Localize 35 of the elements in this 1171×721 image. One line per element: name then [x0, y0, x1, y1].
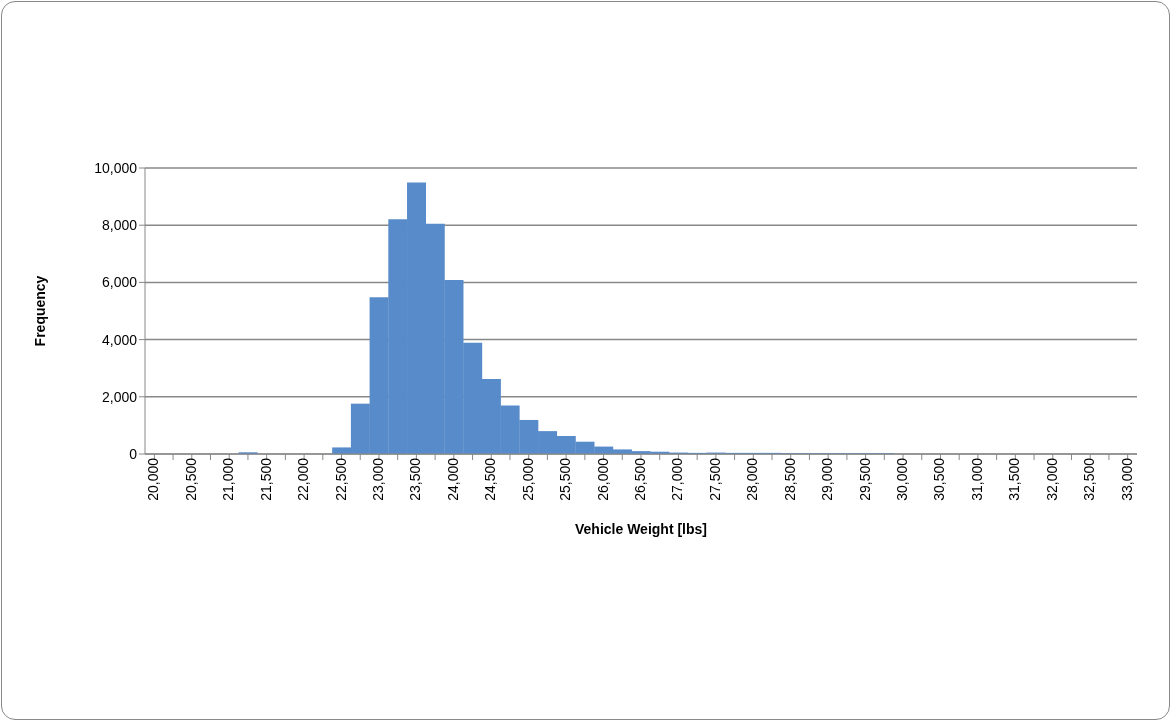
x-tick-label: 32,000	[1043, 457, 1060, 501]
y-axis-title: Frequency	[31, 275, 48, 347]
x-tick-label: 27,000	[669, 457, 686, 501]
y-tick-label: 6,000	[101, 274, 138, 291]
x-tick-label: 31,000	[968, 457, 985, 501]
x-tick-label: 26,000	[594, 457, 611, 501]
x-tick-label: 23,000	[369, 457, 386, 501]
y-tick-label: 0	[129, 445, 138, 462]
x-tick-label: 31,500	[1006, 457, 1023, 501]
y-tick-label: 10,000	[94, 159, 138, 176]
x-tick-label: 28,000	[744, 457, 761, 501]
x-tick-label: 30,000	[894, 457, 911, 501]
x-tick-label: 30,500	[931, 457, 948, 501]
x-tick-label: 25,500	[557, 457, 574, 501]
x-axis-title: Vehicle Weight [lbs]	[575, 521, 707, 537]
y-tick-label: 4,000	[101, 331, 138, 348]
x-tick-label: 21,000	[220, 457, 237, 501]
y-tick-label: 2,000	[101, 388, 138, 405]
x-tick-label: 22,000	[295, 457, 312, 501]
x-tick-label: 29,500	[856, 457, 873, 501]
x-tick-label: 27,500	[706, 457, 723, 501]
x-tick-label: 24,000	[444, 457, 461, 501]
y-tick-label: 8,000	[101, 217, 138, 234]
x-tick-label: 20,000	[145, 457, 162, 501]
x-tick-label: 20,500	[182, 457, 199, 501]
x-tick-label: 23,500	[407, 457, 424, 501]
x-tick-label: 25,000	[519, 457, 536, 501]
x-tick-label: 24,500	[482, 457, 499, 501]
x-tick-label: 28,500	[781, 457, 798, 501]
x-tick-label: 29,000	[819, 457, 836, 501]
x-tick-label: 22,500	[332, 457, 349, 501]
x-tick-label: 32,500	[1081, 457, 1098, 501]
x-tick-label: 26,500	[632, 457, 648, 501]
x-tick-label: 33,000	[1118, 457, 1135, 501]
x-tick-label: 21,500	[257, 457, 274, 501]
